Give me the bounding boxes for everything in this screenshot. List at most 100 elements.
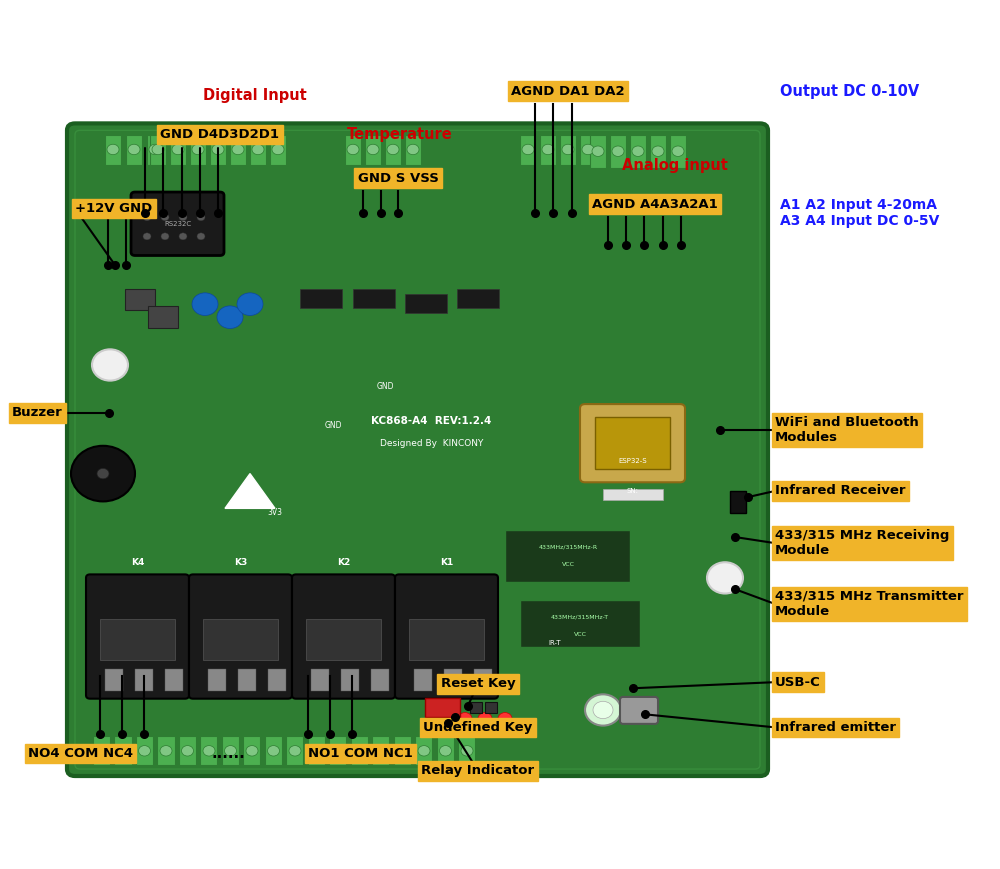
Circle shape — [652, 146, 664, 156]
Text: NO4 COM NC4: NO4 COM NC4 — [28, 747, 133, 760]
Circle shape — [707, 562, 743, 594]
FancyBboxPatch shape — [395, 574, 498, 699]
Bar — [437, 736, 454, 765]
Bar — [105, 135, 121, 165]
Bar — [474, 669, 492, 691]
Text: Infrared Receiver: Infrared Receiver — [775, 485, 906, 497]
Bar — [414, 669, 432, 691]
Bar — [520, 135, 536, 165]
Bar — [306, 620, 381, 660]
Circle shape — [179, 214, 187, 221]
Bar — [560, 135, 576, 165]
Circle shape — [217, 306, 243, 328]
FancyBboxPatch shape — [75, 130, 760, 769]
Bar — [126, 135, 142, 165]
Bar — [540, 135, 556, 165]
Bar — [365, 135, 381, 165]
Bar — [200, 736, 217, 765]
Text: Undefined Key: Undefined Key — [423, 721, 533, 733]
Bar — [372, 736, 389, 765]
Text: SN:: SN: — [626, 488, 639, 494]
Circle shape — [138, 746, 150, 756]
Bar — [125, 289, 155, 310]
Text: AGND DA1 DA2: AGND DA1 DA2 — [511, 85, 625, 97]
Text: GND D4D3D2D1: GND D4D3D2D1 — [160, 129, 280, 141]
Circle shape — [212, 144, 224, 155]
Circle shape — [562, 144, 574, 155]
Bar — [341, 669, 359, 691]
Bar — [505, 530, 630, 582]
Bar — [208, 669, 226, 691]
Text: USB-C: USB-C — [775, 676, 821, 688]
Bar — [520, 600, 640, 647]
Circle shape — [143, 233, 151, 240]
Text: +12V GND: +12V GND — [75, 202, 152, 215]
Circle shape — [593, 701, 613, 719]
Circle shape — [181, 746, 194, 756]
Text: K2: K2 — [337, 559, 350, 567]
Circle shape — [592, 146, 604, 156]
Bar — [136, 736, 153, 765]
Text: GND: GND — [324, 421, 342, 430]
Circle shape — [582, 144, 594, 155]
Circle shape — [438, 713, 452, 725]
Bar — [329, 736, 346, 765]
Bar — [580, 135, 596, 165]
Circle shape — [71, 446, 135, 501]
Circle shape — [192, 144, 204, 155]
Circle shape — [107, 144, 119, 155]
Text: IR-T: IR-T — [549, 640, 561, 646]
Bar — [425, 698, 460, 717]
Bar — [150, 135, 166, 165]
Bar — [105, 669, 123, 691]
Text: KC868-A4  REV:1.2.4: KC868-A4 REV:1.2.4 — [371, 416, 491, 426]
Circle shape — [522, 144, 534, 155]
Bar — [265, 736, 282, 765]
Text: NO1 COM NC1: NO1 COM NC1 — [308, 747, 413, 760]
Text: Infrared emitter: Infrared emitter — [775, 721, 896, 733]
Bar — [595, 417, 670, 469]
Text: ......: ...... — [211, 746, 245, 761]
Circle shape — [149, 144, 161, 155]
Circle shape — [246, 746, 258, 756]
Circle shape — [161, 233, 169, 240]
Bar — [590, 135, 606, 168]
Circle shape — [272, 144, 284, 155]
Circle shape — [203, 746, 215, 756]
Circle shape — [96, 746, 108, 756]
Bar — [371, 669, 389, 691]
Bar — [308, 736, 325, 765]
Text: 433MHz/315MHz-R: 433MHz/315MHz-R — [538, 545, 598, 550]
Bar — [165, 669, 183, 691]
Text: Temperature: Temperature — [347, 127, 453, 143]
Bar — [114, 736, 132, 765]
Circle shape — [267, 746, 279, 756]
Circle shape — [396, 746, 408, 756]
Bar — [93, 736, 110, 765]
Polygon shape — [225, 474, 275, 508]
Bar — [353, 289, 395, 308]
Text: GND: GND — [376, 382, 394, 391]
Bar — [458, 736, 475, 765]
Circle shape — [237, 293, 263, 315]
Bar — [610, 135, 626, 168]
Circle shape — [192, 293, 218, 315]
Bar — [670, 135, 686, 168]
FancyBboxPatch shape — [189, 574, 292, 699]
Circle shape — [542, 144, 554, 155]
Text: K1: K1 — [440, 559, 453, 567]
Circle shape — [252, 144, 264, 155]
Bar — [157, 736, 175, 765]
Circle shape — [498, 713, 512, 725]
Circle shape — [224, 746, 236, 756]
Text: Digital Input: Digital Input — [203, 88, 307, 103]
Circle shape — [161, 214, 169, 221]
Bar — [268, 669, 286, 691]
Circle shape — [439, 746, 451, 756]
Bar — [311, 669, 329, 691]
FancyBboxPatch shape — [131, 192, 224, 255]
Circle shape — [128, 144, 140, 155]
Text: Reset Key: Reset Key — [441, 678, 515, 690]
Text: Relay Indicator: Relay Indicator — [421, 765, 535, 777]
Circle shape — [160, 746, 172, 756]
